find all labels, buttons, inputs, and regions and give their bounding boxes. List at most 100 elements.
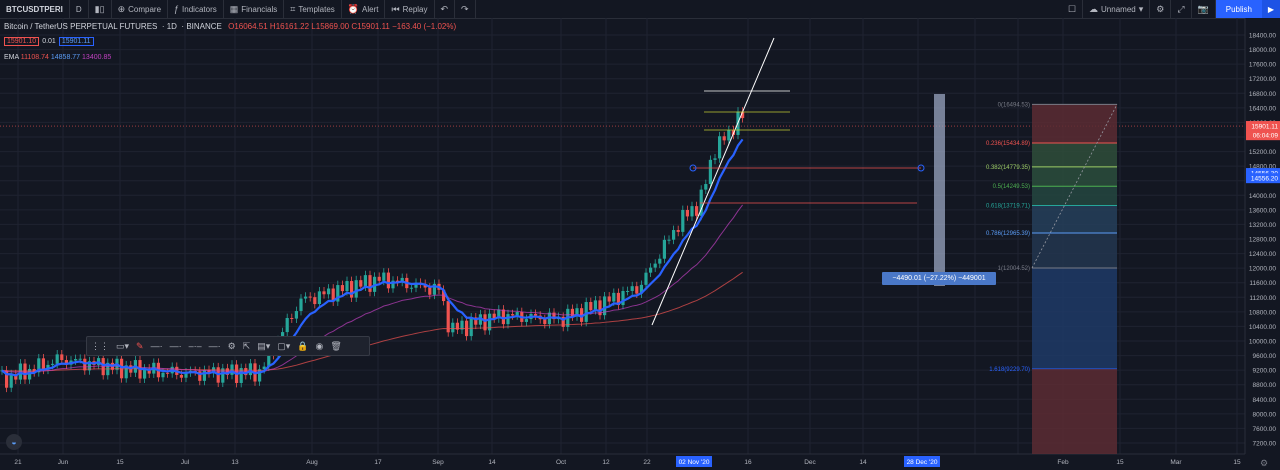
candle-body [561,316,565,327]
price-tick-label: 18400.00 [1249,33,1276,40]
time-tick-label: 15 [1233,459,1241,466]
price-tick-label: 14000.00 [1249,193,1276,200]
line-end-icon[interactable]: —· [208,341,221,351]
candle-body [207,369,211,374]
publish-button[interactable]: Publish [1215,0,1262,18]
candle-body [460,320,464,330]
fib-level-label: 0.236(15434.89) [986,141,1030,147]
price-tick-label: 13200.00 [1249,222,1276,229]
interval-label: D [75,4,82,14]
candle-body [198,371,202,381]
time-tick-label: 21 [14,459,22,466]
price-range-label: −4490.01 (−27.22%) −449001 [882,272,996,285]
candle-body [598,300,602,316]
fib-level-label: 1(12004.52) [998,266,1030,272]
anchor-point [917,164,925,172]
fullscreen-toggle[interactable]: ☐ [1062,0,1084,18]
candle-body [304,296,308,299]
candle-body [575,308,579,317]
compare-button[interactable]: ⊕ Compare [112,0,169,18]
templates-button[interactable]: ⌗ Templates [284,0,342,18]
tradingview-logo-icon[interactable]: ◒ [6,434,22,450]
candle-body [695,206,699,216]
candle-body [474,317,478,325]
price-tick-label: 10800.00 [1249,309,1276,316]
candle-body [308,296,312,298]
time-tick-label: 15 [116,459,124,466]
candle-body [313,297,317,305]
undo-button[interactable]: ↶ [435,0,456,18]
axis-settings-icon[interactable]: ⚙ [1260,458,1269,468]
indicators-button[interactable]: ƒ Indicators [168,0,224,18]
time-tick-label: Oct [556,459,566,466]
sell-button[interactable]: 15901.10 [4,37,40,46]
candle-body [584,302,588,322]
candle-body [708,159,712,185]
clone-icon[interactable]: ▢▾ [277,340,291,351]
drag-handle-icon[interactable]: ⋮⋮ [91,340,109,351]
candle-body [639,284,643,294]
snapshot-button[interactable]: 📷 [1192,0,1216,18]
layout-button[interactable]: ☁ Unnamed ▾ [1083,0,1151,18]
candle-body [322,291,326,295]
fib-level-label: 0(16494.53) [998,102,1030,108]
replay-icon: ⏮ [391,3,400,14]
settings-button[interactable]: ⚙ [1150,0,1172,18]
candle-body [124,365,128,379]
line-width-icon[interactable]: —· [169,341,182,351]
buy-button[interactable]: 15901.11 [58,37,94,46]
price-tick-label: 7600.00 [1253,426,1277,433]
candles-type-button[interactable]: ▮▯ [89,0,112,18]
layers-icon[interactable]: ▤▾ [257,340,271,351]
time-tick-label: Aug [306,459,318,466]
price-tick-label: 13600.00 [1249,207,1276,214]
pencil-icon[interactable]: ✎ [136,340,144,351]
trash-icon[interactable]: 🗑 [330,340,342,351]
candle-body [350,281,354,298]
maximize-button[interactable]: ⤢ [1171,0,1192,18]
candle-body [515,312,519,316]
redo-button[interactable]: ↷ [455,0,476,18]
price-tick-label: 8000.00 [1253,411,1277,418]
interval-button[interactable]: D [70,0,89,18]
ema-legend[interactable]: EMA 11108.74 14858.77 13400.85 [4,54,111,61]
candle-body [391,280,395,289]
fib-zone [1032,267,1117,370]
play-button[interactable]: ▶ [1262,0,1280,18]
replay-button[interactable]: ⏮ Replay [385,0,435,18]
price-axis [1245,18,1280,470]
candle-body [644,272,648,285]
candle-body [46,364,50,370]
candle-body [653,263,657,268]
visibility-icon[interactable]: ⇱ [242,340,251,351]
anchor-point [689,164,697,172]
financials-button[interactable]: ▦ Financials [224,0,285,18]
candle-body [331,288,335,302]
alert-button[interactable]: ⏰ Alert [342,0,386,18]
price-tick-label: 17600.00 [1249,62,1276,69]
candle-body [718,136,722,159]
price-tick-label: 15200.00 [1249,149,1276,156]
candle-body [78,358,82,360]
price-tick-label: 9600.00 [1253,353,1277,360]
price-tick-label: 12800.00 [1249,237,1276,244]
symbol-search[interactable]: BTCUSDTPERI [0,0,70,18]
line-style-icon[interactable]: —· [150,341,163,351]
gear-icon[interactable]: ⚙ [227,340,236,351]
line-dash-icon[interactable]: –·– [188,341,202,351]
candle-body [345,281,349,292]
candle-body [662,239,666,259]
lock-icon[interactable]: 🔒 [297,340,309,351]
candle-body [511,314,515,316]
cloud-icon: ☁ [1089,3,1099,14]
fib-level-label: 0.618(13719.71) [986,203,1030,209]
eye-icon[interactable]: ◉ [315,340,324,351]
candle-body [455,322,459,330]
price-chart[interactable]: 18400.00 18000.00 17600.00 17200.00 16800.00… [0,18,1280,470]
candle-body [5,370,9,388]
templates-icon: ⌗ [290,3,296,14]
time-tick-label: 14 [859,459,867,466]
template-icon[interactable]: ▭▾ [116,340,130,351]
time-tick-label: Feb [1057,459,1069,466]
expand-icon: ⤢ [1177,3,1185,14]
